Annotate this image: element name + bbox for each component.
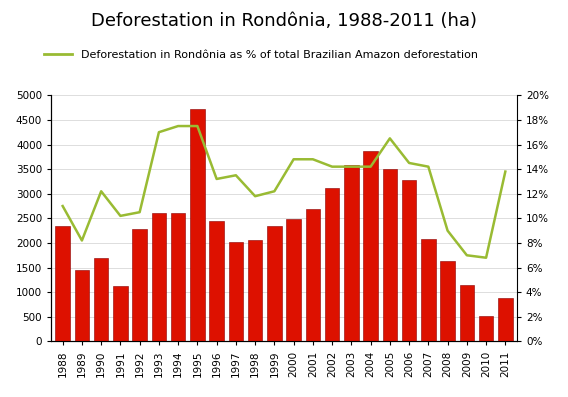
Bar [94,258,108,341]
Text: Deforestation in Rondônia, 1988-2011 (ha): Deforestation in Rondônia, 1988-2011 (ha… [91,12,477,30]
Bar [479,316,493,341]
Bar [498,298,512,341]
Bar [75,270,89,341]
Bar [132,229,147,341]
Bar [286,219,301,341]
Bar [56,226,70,341]
Bar [325,188,339,341]
Legend: Deforestation in Rondônia as % of total Brazilian Amazon deforestation: Deforestation in Rondônia as % of total … [40,45,482,64]
Bar [440,261,455,341]
Bar [248,240,262,341]
Bar [113,286,128,341]
Bar [210,221,224,341]
Bar [344,165,358,341]
Bar [383,169,397,341]
Bar [152,214,166,341]
Bar [306,210,320,341]
Bar [171,214,185,341]
Bar [267,226,282,341]
Bar [460,285,474,341]
Bar [421,239,436,341]
Bar [190,108,204,341]
Bar [402,180,416,341]
Bar [364,151,378,341]
Bar [229,242,243,341]
